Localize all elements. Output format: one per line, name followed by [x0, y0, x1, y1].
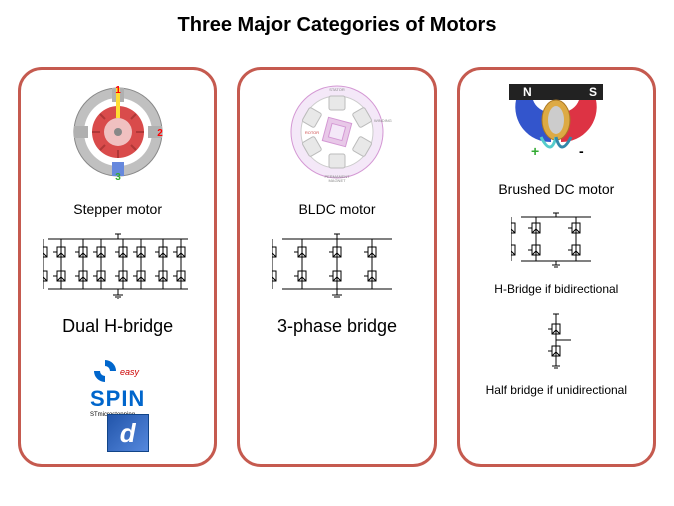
svg-text:N: N	[523, 85, 532, 99]
panel-bldc: STATOR ROTOR WINDINGS PERMANENT MAGNET B…	[237, 67, 436, 467]
svg-text:2: 2	[157, 128, 163, 139]
panels-container: 1 2 3 Stepper motor	[0, 37, 674, 467]
stepper-motor-label: Stepper motor	[73, 201, 162, 217]
easyspin-spin-text: SPIN	[90, 386, 145, 411]
bldc-motor-label: BLDC motor	[298, 201, 375, 217]
stepper-logos: easy SPIN STmicrostepping d	[87, 356, 149, 452]
page-title: Three Major Categories of Motors	[0, 0, 674, 37]
brushed-motor-illustration: N S + -	[501, 82, 611, 167]
svg-text:3: 3	[115, 172, 121, 182]
panel-stepper: 1 2 3 Stepper motor	[18, 67, 217, 467]
stepper-bridge-label: Dual H-bridge	[62, 316, 173, 337]
brushed-schematic-halfbridge	[531, 310, 581, 375]
brushed-halfbridge-label: Half bridge if unidirectional	[486, 383, 627, 397]
svg-text:1: 1	[115, 85, 121, 96]
easyspin-logo: easy SPIN STmicrostepping	[90, 356, 145, 418]
svg-text:S: S	[589, 85, 597, 99]
panel-brushed: N S + - Brushed DC motor	[457, 67, 656, 467]
svg-text:ROTOR: ROTOR	[305, 130, 319, 135]
brushed-motor-label: Brushed DC motor	[498, 181, 614, 197]
stepper-motor-illustration: 1 2 3	[68, 82, 168, 187]
svg-text:+: +	[531, 143, 539, 159]
svg-text:-: -	[579, 143, 584, 159]
easyspin-easy-text: easy	[120, 367, 139, 377]
svg-text:MAGNET: MAGNET	[328, 178, 346, 182]
d-logo: d	[107, 414, 149, 452]
svg-text:WINDINGS: WINDINGS	[374, 118, 392, 123]
stepper-schematic	[43, 229, 193, 304]
bldc-schematic	[272, 229, 402, 304]
svg-text:STATOR: STATOR	[329, 87, 345, 92]
brushed-hbridge-label: H-Bridge if bidirectional	[494, 282, 618, 296]
bldc-bridge-label: 3-phase bridge	[277, 316, 397, 337]
bldc-motor-illustration: STATOR ROTOR WINDINGS PERMANENT MAGNET	[282, 82, 392, 187]
brushed-schematic-hbridge	[511, 209, 601, 274]
